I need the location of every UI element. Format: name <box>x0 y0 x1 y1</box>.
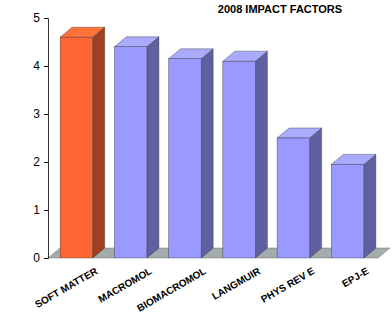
bar-front <box>277 138 310 258</box>
bar-top <box>223 51 268 61</box>
bar <box>223 51 268 258</box>
x-tick: BIOMACROMOL <box>135 260 208 314</box>
y-tick-mark <box>44 18 48 19</box>
x-tick: EPJ-E <box>340 260 371 289</box>
bar-side <box>201 49 213 258</box>
x-tick-label: EPJ-E <box>340 265 371 289</box>
x-tick-label: BIOMACROMOL <box>135 265 208 313</box>
y-tick: 3 <box>33 107 48 121</box>
y-tick-label: 3 <box>33 107 40 121</box>
y-tick-label: 1 <box>33 203 40 217</box>
y-tick: 4 <box>33 59 48 73</box>
bar <box>169 49 214 258</box>
x-tick: SOFT MATTER <box>33 260 100 310</box>
y-tick: 5 <box>33 11 48 25</box>
y-tick-mark <box>44 162 48 163</box>
bar-front <box>223 61 256 258</box>
y-tick: 2 <box>33 155 48 169</box>
x-tick-label: SOFT MATTER <box>33 265 100 310</box>
x-tick-label: LANGMUIR <box>210 265 263 302</box>
bar-side <box>255 51 267 258</box>
bar <box>114 37 159 258</box>
bar <box>60 27 105 258</box>
y-axis: 0 1 2 3 4 5 <box>33 11 48 265</box>
y-tick-mark <box>44 114 48 115</box>
bar-front <box>60 37 93 258</box>
y-tick-label: 0 <box>33 251 40 265</box>
title: 2008 IMPACT FACTORS <box>218 3 342 15</box>
bar-top <box>114 37 159 47</box>
bar <box>277 128 322 258</box>
x-tick-label: PHYS REV E <box>259 265 317 305</box>
y-tick: 0 <box>33 251 48 265</box>
bar-front <box>114 47 147 258</box>
y-tick-mark <box>44 258 48 259</box>
chart: 2008 IMPACT FACTORS 0 1 2 3 4 5 SOFT MATTERMACR… <box>0 0 392 324</box>
bar-top <box>60 27 105 37</box>
bar-top <box>331 154 376 164</box>
bar-front <box>169 59 202 258</box>
y-tick-label: 2 <box>33 155 40 169</box>
y-tick-mark <box>44 66 48 67</box>
bar-side <box>93 27 105 258</box>
x-axis-line <box>53 260 373 261</box>
bar-top <box>169 49 214 59</box>
x-axis: SOFT MATTERMACROMOLBIOMACROMOLLANGMUIRPH… <box>33 260 373 314</box>
y-axis-line <box>44 19 49 259</box>
plot-area <box>60 27 376 258</box>
y-tick-label: 4 <box>33 59 40 73</box>
bar-side <box>364 154 376 258</box>
bar-front <box>331 164 364 258</box>
y-tick-label: 5 <box>33 11 40 25</box>
y-tick-mark <box>44 210 48 211</box>
bar <box>331 154 376 258</box>
bar-top <box>277 128 322 138</box>
bar-side <box>147 37 159 258</box>
x-tick: LANGMUIR <box>210 260 263 302</box>
y-tick: 1 <box>33 203 48 217</box>
x-tick: PHYS REV E <box>259 260 317 305</box>
bar-side <box>310 128 322 258</box>
